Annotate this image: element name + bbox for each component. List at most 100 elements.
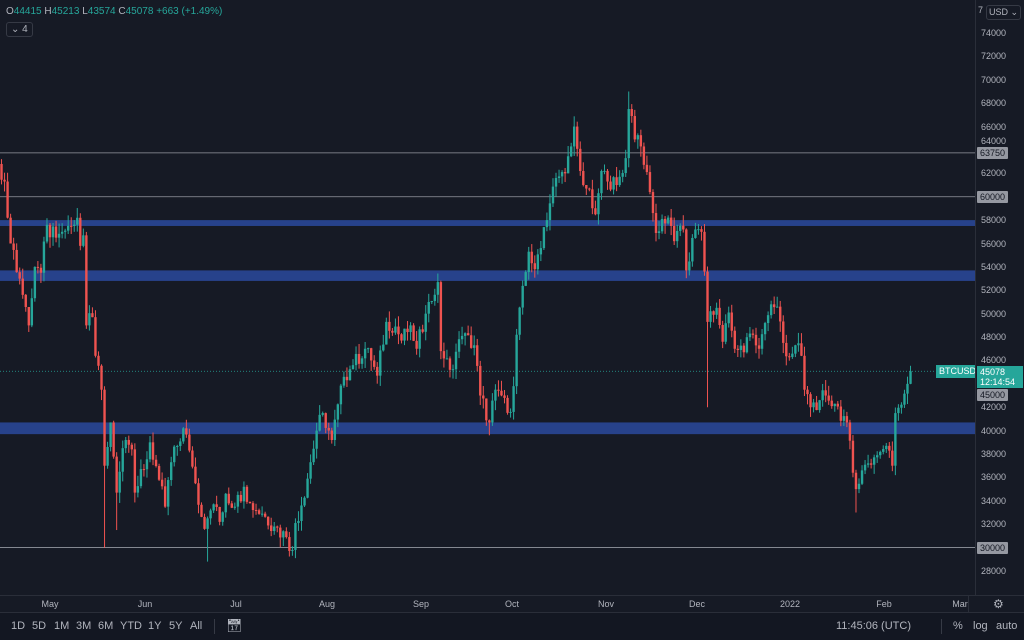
candle-down [594,208,597,215]
range-button-3m[interactable]: 3M [76,620,92,632]
candle-down [718,307,721,325]
candle-down [279,527,282,538]
candle-down [615,177,618,186]
candle-down [772,304,776,308]
candle-down [479,365,482,396]
candle-up [569,146,573,157]
candle-down [257,510,261,514]
candle-down [197,483,200,505]
candle-up [321,413,324,415]
candle-down [730,312,733,331]
range-button-6m[interactable]: 6M [98,620,114,632]
range-button-5y[interactable]: 5Y [169,620,183,632]
candle-down [809,394,812,408]
percent-toggle[interactable]: % [953,620,963,632]
candle-up [360,358,364,364]
price-tick-label: 40000 [981,425,1007,436]
open-value: 44415 [13,6,42,17]
candle-down [397,326,400,335]
candle-down [285,531,288,538]
range-button-all[interactable]: All [190,620,203,632]
candle-down [497,389,500,391]
candle-up [173,446,176,463]
candle-down [191,450,194,467]
candle-down [642,146,646,165]
candle-down [133,449,137,493]
candle-up [521,285,524,308]
price-axis[interactable]: 7 USD ⌄ 74000 72000 70000 68000 66000 64000 62… [975,0,1024,595]
candle-up [303,497,306,506]
candle-down [803,355,806,390]
range-button-1y[interactable]: 1Y [148,620,162,632]
candle-up [206,518,209,529]
time-tick-label: Feb [876,599,892,609]
chart-pane[interactable]: O44415 H45213 L43574 C45078 +663 (+1.49%… [0,0,980,595]
log-toggle[interactable]: log [973,620,988,632]
time-axis[interactable]: May Jun Jul Aug Sep Oct Nov Dec 2022 Feb Mar ⚙ [0,595,1024,613]
goto-date-calendar-icon[interactable]: 📅︎ [226,618,243,633]
candle-up [30,298,34,326]
candle-up [433,294,437,302]
ohlc-legend: O44415 H45213 L43574 C45078 +663 (+1.49%… [6,6,222,17]
candle-up [524,272,527,286]
candle-up [454,351,458,370]
candle-up [509,411,512,413]
candle-down [888,445,891,451]
candle-down [24,294,27,307]
candle-up [572,126,576,147]
candle-down [815,402,818,411]
candle-up [385,321,388,345]
candle-up [354,353,358,366]
candle-down [827,395,830,401]
candle-down [506,397,509,413]
candle-down [127,439,130,445]
candle-up [763,323,767,335]
candle-up [348,369,352,381]
range-button-ytd[interactable]: YTD [120,620,142,632]
candle-up [545,220,549,228]
currency-select[interactable]: USD ⌄ [986,5,1022,20]
price-tick-label: 74000 [981,28,1007,38]
candle-down [700,229,703,232]
range-button-5d[interactable]: 5D [32,620,47,632]
low-label: L [82,6,88,17]
change-value: +663 (+1.49%) [156,6,223,17]
candle-up [309,462,312,479]
candle-up [166,480,170,507]
candlestick-chart[interactable] [0,0,975,595]
candle-down [757,345,761,349]
bottom-toolbar: 1D 5D 1M 3M 6M YTD 1Y 5Y All 📅︎ 11:45:06 (UTC) %… [0,613,1024,640]
candle-up [724,323,727,342]
candle-down [782,321,785,343]
candle-down [500,390,503,396]
candle-up [766,315,770,324]
candle-down [503,395,506,398]
time-tick-label: Sep [412,599,430,609]
range-button-1m[interactable]: 1M [54,620,70,632]
candle-up [121,448,124,472]
auto-scale-toggle[interactable]: auto [996,620,1018,632]
candle-up [560,172,564,177]
candle-up [527,251,530,273]
candle-down [869,463,873,465]
settings-gear-icon[interactable]: ⚙ [993,597,1004,611]
clock-time[interactable]: 11:45:06 (UTC) [836,620,911,632]
price-tick-label: 34000 [981,495,1007,506]
candle-down [218,506,221,522]
range-button-1d[interactable]: 1D [11,620,26,632]
candle-down [391,330,394,333]
high-value: 45213 [51,6,80,17]
close-label: C [118,6,126,17]
candle-down [685,229,688,271]
candle-up [403,328,406,341]
candle-down [163,486,167,507]
candle-up [379,350,382,376]
candle-up [909,371,912,384]
candle-down [442,351,446,359]
candle-down [421,329,424,332]
indicators-collapse-button[interactable]: ⌄ 4 [6,22,33,37]
price-tick-label: 28000 [981,565,1007,576]
candle-up [842,416,846,421]
candle-down [288,537,291,551]
candle-up [679,225,682,231]
